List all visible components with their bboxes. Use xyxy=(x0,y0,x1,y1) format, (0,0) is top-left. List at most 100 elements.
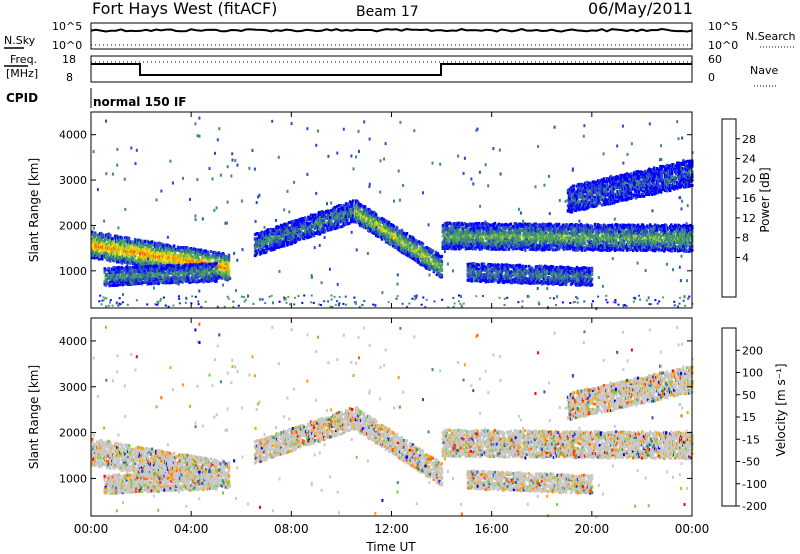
power-cell xyxy=(524,235,528,239)
power-cell xyxy=(141,256,145,260)
power-cell xyxy=(503,245,507,249)
power-cell xyxy=(141,245,145,249)
power-cell xyxy=(166,246,170,250)
power-cell xyxy=(515,247,519,251)
power-cell xyxy=(346,216,350,220)
power-cell xyxy=(116,277,119,281)
power-cell xyxy=(311,215,315,219)
power-cell xyxy=(483,243,487,247)
power-cell xyxy=(98,255,101,259)
power-cell xyxy=(318,228,322,232)
power-cell xyxy=(212,253,216,257)
power-cell xyxy=(336,222,340,226)
power-cell xyxy=(218,260,222,264)
power-cell xyxy=(284,238,288,242)
power-cell xyxy=(94,242,97,246)
power-cell xyxy=(193,252,197,256)
power-cell xyxy=(122,243,126,247)
power-cell xyxy=(492,238,496,242)
power-cell xyxy=(497,235,501,239)
power-cell xyxy=(462,240,466,244)
power-cell xyxy=(380,225,384,229)
power-cell xyxy=(440,273,444,277)
power-cell xyxy=(204,249,208,253)
power-cell xyxy=(294,239,298,243)
power-cell xyxy=(95,250,98,254)
power-cell xyxy=(254,253,258,257)
power-cell xyxy=(300,223,304,227)
power-cell xyxy=(287,226,291,230)
power-cell xyxy=(310,221,314,225)
power-cell xyxy=(277,245,281,249)
power-cell xyxy=(477,243,481,247)
power-cell xyxy=(387,224,391,228)
power-cell xyxy=(103,271,106,275)
power-cell xyxy=(141,273,144,277)
power-cell xyxy=(454,247,458,251)
power-cell xyxy=(257,241,261,245)
power-cell xyxy=(227,272,231,276)
power-cell xyxy=(190,248,194,252)
power-cell xyxy=(113,259,116,263)
power-cell xyxy=(528,227,532,231)
power-cell xyxy=(127,270,130,274)
power-cell xyxy=(204,260,208,264)
power-cell xyxy=(112,281,115,285)
power-cell xyxy=(174,274,177,278)
power-cell xyxy=(279,232,283,236)
power-cell xyxy=(164,267,167,271)
power-cell xyxy=(390,238,394,242)
power-cell xyxy=(170,268,173,272)
power-cell xyxy=(170,255,174,259)
power-cell xyxy=(530,237,534,241)
power-cell xyxy=(119,240,123,244)
power-cell xyxy=(291,219,295,223)
power-cell xyxy=(165,257,169,261)
power-cell xyxy=(191,257,195,261)
power-cell xyxy=(442,224,446,227)
power-cell xyxy=(507,226,511,230)
power-cell xyxy=(209,257,213,261)
power-cell xyxy=(424,257,428,260)
power-cell xyxy=(264,250,268,254)
power-cell xyxy=(470,244,474,248)
power-cell xyxy=(495,243,499,247)
power-cell xyxy=(416,255,420,259)
power-cell xyxy=(350,217,354,221)
power-cell xyxy=(223,266,227,270)
power-cell xyxy=(346,202,350,206)
power-cell xyxy=(495,226,499,230)
power-cell xyxy=(388,231,392,235)
power-cell xyxy=(159,262,163,266)
power-cell xyxy=(268,243,272,247)
power-cell xyxy=(557,222,561,226)
search-tick-top: 10^5 xyxy=(708,20,738,33)
power-cell xyxy=(177,279,180,283)
power-cell xyxy=(443,231,447,235)
power-cell xyxy=(340,210,344,214)
power-cell xyxy=(382,234,386,237)
power-cell xyxy=(173,268,176,272)
power-cell xyxy=(132,278,135,281)
power-cell xyxy=(446,226,450,230)
power-cell xyxy=(388,238,392,242)
power-cell xyxy=(356,200,360,204)
power-cell xyxy=(393,238,397,242)
power-cell xyxy=(183,260,187,264)
power-cell xyxy=(120,261,124,265)
power-cell xyxy=(301,225,305,228)
power-cell xyxy=(116,234,119,238)
power-cell xyxy=(170,276,173,280)
power-cell xyxy=(116,236,120,240)
power-cell xyxy=(226,278,230,282)
power-cell xyxy=(413,240,417,244)
power-cell xyxy=(456,244,460,248)
power-cell xyxy=(446,239,450,243)
power-cell xyxy=(146,276,149,280)
power-cell xyxy=(314,222,318,226)
power-cell xyxy=(282,231,286,235)
power-cell xyxy=(109,277,112,281)
power-cell xyxy=(156,272,159,276)
power-cell xyxy=(292,230,296,234)
power-cell xyxy=(130,260,134,264)
